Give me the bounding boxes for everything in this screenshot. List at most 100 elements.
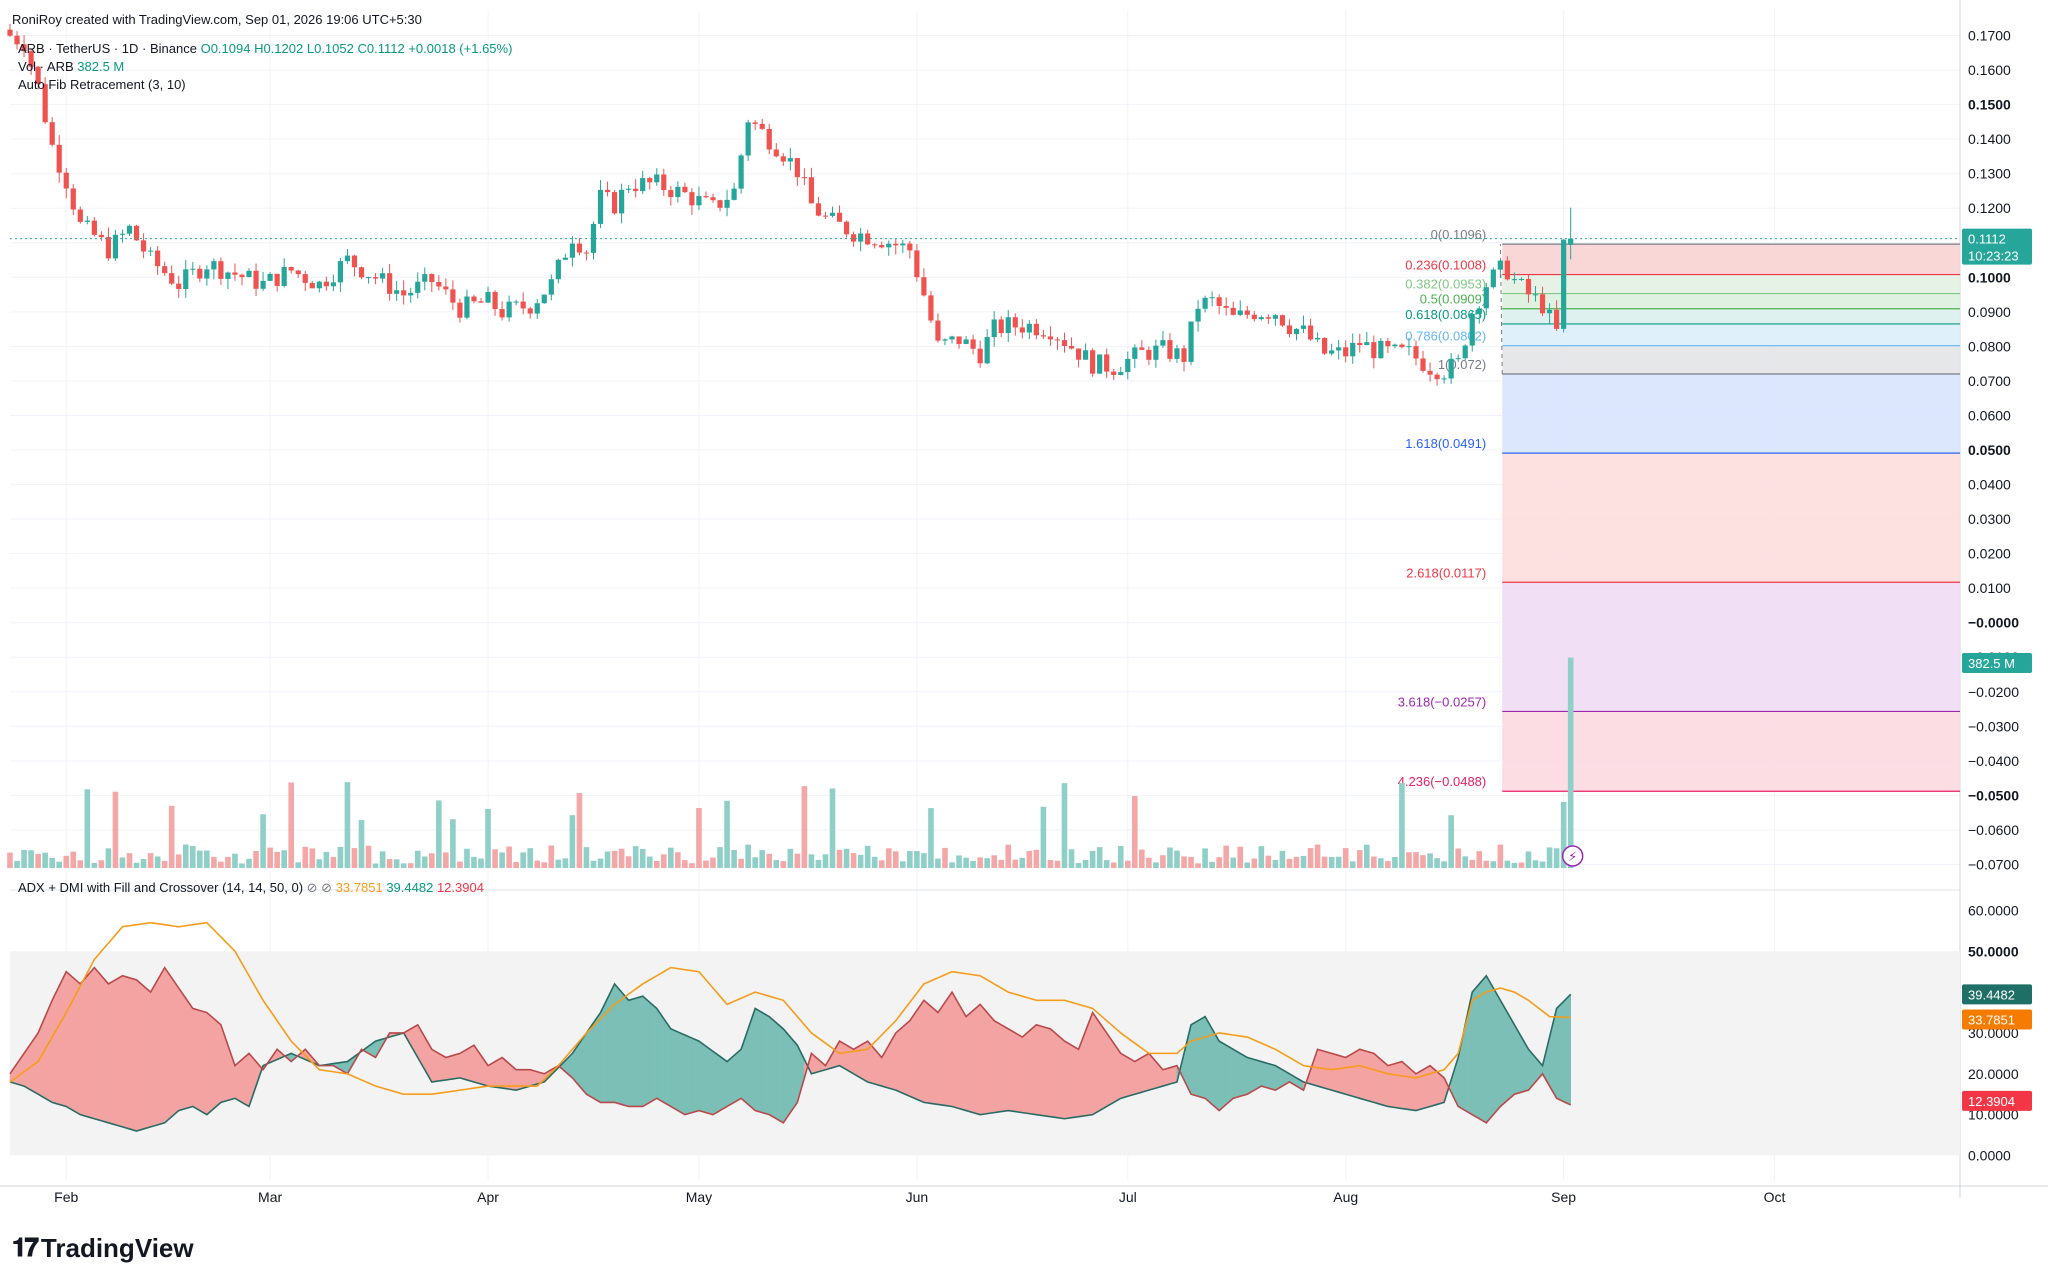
- fib-indicator-label[interactable]: Auto Fib Retracement (3, 10): [18, 77, 186, 92]
- candle-body: [1104, 354, 1110, 372]
- volume-bar: [1539, 861, 1546, 868]
- volume-bar: [1462, 856, 1469, 868]
- time-tick-label: Aug: [1333, 1189, 1358, 1205]
- volume-bar: [703, 860, 709, 868]
- candle-body: [49, 122, 55, 145]
- volume-bar: [921, 853, 927, 868]
- price-tick-label: 0.1000: [1968, 269, 2011, 285]
- visibility-icons[interactable]: ⊘ ⊘: [306, 880, 333, 895]
- chart-attribution: RoniRoy created with TradingView.com, Se…: [12, 12, 422, 27]
- di-fill-segment: [1022, 1030, 1030, 1114]
- volume-label[interactable]: Vol · ARB: [18, 59, 74, 74]
- minus-di-line: [9, 966, 1571, 1124]
- di-fill-segment: [494, 1056, 503, 1089]
- di-fill-segment: [1394, 1061, 1403, 1109]
- di-fill-segment: [733, 1048, 742, 1103]
- volume-bar: [443, 852, 449, 868]
- volume-bar: [1378, 858, 1384, 868]
- candle-body: [408, 292, 414, 296]
- di-fill-segment: [58, 971, 67, 1107]
- candle-body: [1434, 374, 1440, 380]
- di-fill-segment: [185, 997, 194, 1109]
- tradingview-logo[interactable]: 𝟏𝟕 TradingView: [12, 1232, 194, 1264]
- volume-bar: [907, 851, 913, 868]
- time-axis: Feb Mar Apr May Jun Jul Aug Sep Oct: [54, 1189, 1785, 1205]
- volume-bar: [1427, 853, 1433, 868]
- candle-body: [1019, 327, 1025, 333]
- fib-level-label: 1(0.072): [1438, 357, 1486, 372]
- volume-bar: [1096, 847, 1103, 868]
- volume-bar: [379, 851, 386, 868]
- candle-body: [1427, 370, 1433, 375]
- candle-body: [1546, 309, 1553, 314]
- volume-bar: [35, 853, 41, 868]
- di-fill-segment: [719, 1055, 728, 1112]
- candle-body: [1265, 317, 1271, 319]
- volume-bar: [562, 858, 569, 868]
- candle-body: [1420, 358, 1426, 371]
- di-fill-segment: [108, 979, 116, 1126]
- fib-level-label: 0.786(0.0802): [1405, 329, 1486, 344]
- candle-body: [260, 280, 266, 289]
- candle-body: [963, 339, 969, 344]
- fib-level-label: 0.618(0.0865): [1405, 307, 1486, 322]
- candle-body: [928, 295, 934, 321]
- candle-body: [633, 188, 639, 192]
- candle-body: [534, 303, 540, 314]
- adx-indicator-label[interactable]: ADX + DMI with Fill and Crossover (14, 1…: [18, 880, 304, 895]
- volume-bar: [492, 849, 498, 868]
- candle-body: [225, 272, 231, 279]
- candle-body: [703, 196, 709, 198]
- fib-level-label: 0.236(0.1008): [1405, 258, 1486, 273]
- volume-bar: [450, 819, 456, 868]
- candle-body: [344, 255, 351, 262]
- di-fill-segment: [1197, 1016, 1206, 1099]
- di-fill-segment: [1380, 1058, 1389, 1107]
- candle-body: [548, 279, 554, 295]
- volume-bar: [1279, 850, 1286, 868]
- di-fill-segment: [649, 1001, 658, 1103]
- volume-bar: [478, 858, 484, 868]
- volume-bar: [1132, 795, 1138, 868]
- volume-bar: [1441, 861, 1447, 868]
- candle-body: [379, 273, 386, 279]
- fib-zone: [1502, 345, 1960, 375]
- candle-body: [471, 296, 477, 302]
- candle-body: [991, 319, 997, 338]
- volume-bars: [7, 657, 1574, 868]
- symbol-row[interactable]: ARB · TetherUS · 1D · Binance O0.1094 H0…: [18, 40, 512, 58]
- price-tick-label: 0.0600: [1968, 407, 2011, 423]
- di-fill-segment: [1190, 1020, 1199, 1097]
- volume-bar: [302, 846, 309, 868]
- volume-bar: [105, 848, 112, 868]
- volume-bar: [267, 847, 273, 868]
- di-fill-segment: [698, 1040, 707, 1114]
- candle-body: [1561, 239, 1567, 329]
- symbol-name[interactable]: ARB · TetherUS · 1D · Binance: [18, 41, 197, 56]
- di-fill-segment: [1036, 1024, 1044, 1117]
- plus-di-line: [9, 974, 1572, 1132]
- candle-body: [133, 225, 140, 241]
- candle-body: [717, 200, 723, 208]
- adx-legend[interactable]: ADX + DMI with Fill and Crossover (14, 1…: [18, 880, 484, 896]
- candle-body: [808, 177, 815, 204]
- volume-bar: [499, 852, 505, 868]
- di-fill-segment: [115, 975, 123, 1128]
- candle-body: [1026, 323, 1032, 333]
- candle-body: [1554, 309, 1560, 329]
- candle-body: [42, 84, 48, 123]
- di-fill-segment: [670, 1028, 679, 1112]
- candle-body: [1230, 307, 1236, 315]
- volume-bar: [759, 850, 766, 868]
- candle-body: [710, 197, 716, 201]
- volume-bar: [1490, 861, 1497, 868]
- volume-bar: [970, 861, 976, 868]
- volume-bar: [464, 848, 470, 868]
- volume-legend-row[interactable]: Vol · ARB 382.5 M: [18, 58, 512, 76]
- candle-body: [1469, 313, 1475, 346]
- candle-body: [1476, 308, 1482, 314]
- candle-body: [1209, 297, 1215, 299]
- fib-legend-row[interactable]: Auto Fib Retracement (3, 10): [18, 76, 512, 94]
- candle-body: [1293, 328, 1300, 335]
